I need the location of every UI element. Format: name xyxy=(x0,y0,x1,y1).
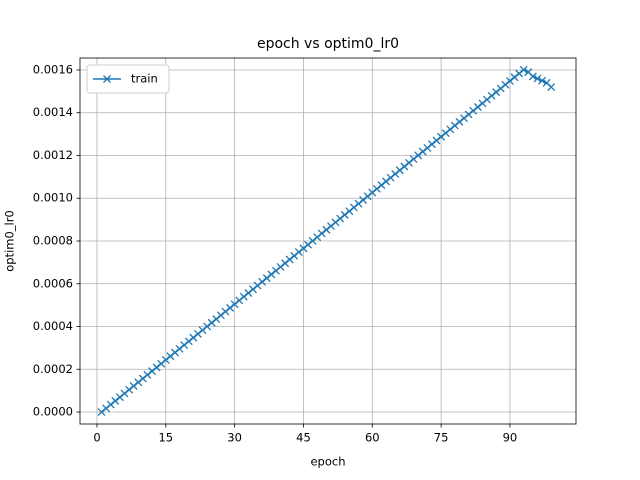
y-tick-label: 0.0016 xyxy=(33,62,73,76)
y-tick-label: 0.0006 xyxy=(33,276,73,290)
y-tick-label: 0.0014 xyxy=(33,105,73,119)
legend-label: train xyxy=(131,72,158,86)
x-tick-label: 90 xyxy=(503,431,518,445)
marker xyxy=(528,72,537,81)
x-tick-label: 75 xyxy=(434,431,449,445)
legend-marker xyxy=(103,75,111,83)
x-axis-label: epoch xyxy=(310,455,345,469)
x-tick-label: 60 xyxy=(365,431,380,445)
y-tick-label: 0.0008 xyxy=(33,234,73,248)
y-tick-label: 0.0004 xyxy=(33,319,73,333)
x-tick-label: 15 xyxy=(158,431,173,445)
marker xyxy=(538,76,547,85)
chart-title: epoch vs optim0_lr0 xyxy=(257,36,399,52)
marker xyxy=(547,83,556,92)
y-axis-label: optim0_lr0 xyxy=(3,210,17,272)
marker xyxy=(519,65,528,74)
plot-frame xyxy=(79,57,577,425)
x-tick-label: 45 xyxy=(296,431,311,445)
y-tick-label: 0.0012 xyxy=(33,148,73,162)
legend-box xyxy=(86,64,170,94)
y-tick-label: 0.0000 xyxy=(33,405,73,419)
x-tick-label: 0 xyxy=(93,431,100,445)
y-tick-label: 0.0010 xyxy=(33,191,73,205)
y-tick-label: 0.0002 xyxy=(33,362,73,376)
marker xyxy=(533,74,542,83)
x-tick-label: 30 xyxy=(227,431,242,445)
